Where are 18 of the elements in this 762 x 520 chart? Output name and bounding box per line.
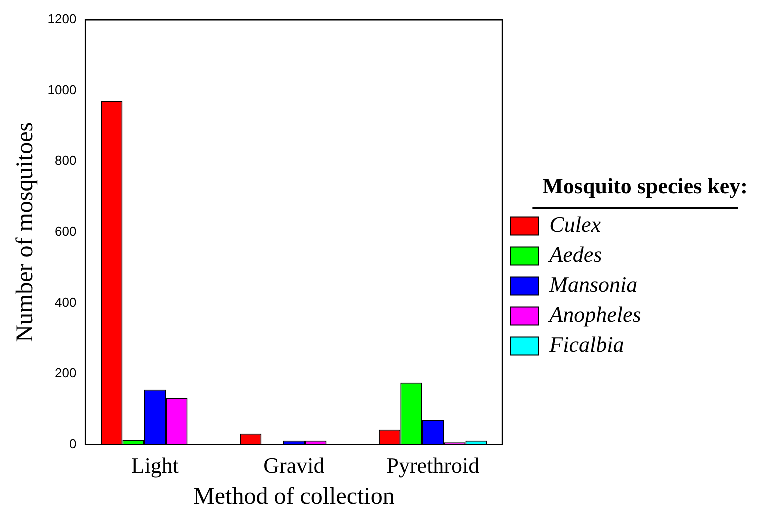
legend-label: Anopheles	[548, 302, 642, 327]
y-tick-label: 400	[55, 294, 77, 310]
y-tick-label: 1200	[48, 12, 77, 27]
legend-label: Aedes	[548, 242, 602, 267]
y-tick-label: 600	[55, 224, 77, 239]
x-axis-title: Method of collection	[194, 484, 395, 510]
legend-label: Culex	[550, 212, 602, 237]
legend-label: Mansonia	[548, 272, 638, 297]
legend-title: Mosquito species key:	[542, 173, 748, 198]
x-tick-label: Gravid	[264, 452, 325, 478]
y-tick-label: 0	[69, 436, 77, 452]
y-tick-label: 1000	[48, 82, 77, 98]
x-tick-label: Light	[131, 452, 180, 478]
y-axis-title: Number of mosquitoes	[12, 122, 39, 342]
y-tick-label: 800	[55, 153, 77, 168]
y-tick-label: 200	[55, 366, 77, 381]
x-tick-label: Pyrethroid	[386, 452, 480, 478]
legend-label: Ficalbia	[548, 332, 624, 357]
